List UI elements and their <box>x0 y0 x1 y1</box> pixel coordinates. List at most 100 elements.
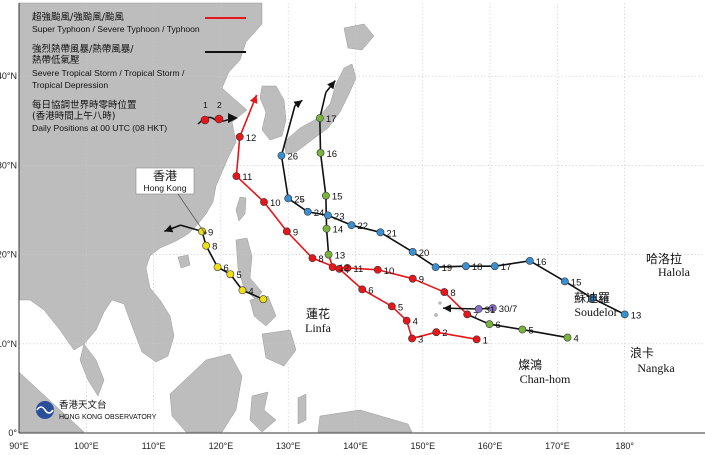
track-segment-nangka <box>489 323 523 331</box>
track-segment-halola <box>287 197 309 213</box>
track-segment-halola <box>435 265 466 268</box>
day-label-chanhom: 10 <box>270 198 281 209</box>
day-label-nangka: 17 <box>326 114 337 125</box>
day-label-halola: 14 <box>598 294 609 305</box>
daily-position-nangka <box>440 288 449 296</box>
daily-position-halola <box>277 151 286 160</box>
observatory-emblem-wave <box>36 406 54 414</box>
x-tick-label: 170°E <box>545 441 570 451</box>
track-segment-nangka <box>319 118 322 153</box>
y-tick-label: 10°N <box>0 339 17 349</box>
day-label-chanhom: 3 <box>418 334 423 345</box>
day-label-halola: 17 <box>501 262 512 273</box>
daily-position-linfa <box>226 270 235 279</box>
daily-position-halola <box>431 263 440 271</box>
y-tick-label: 40°N <box>0 71 17 81</box>
legend-weak-en-1: Severe Tropical Storm / Tropical Storm / <box>32 68 185 78</box>
day-label-nangka: 7 <box>473 310 478 321</box>
legend: 超強颱風/強颱風/颱風 Super Typhoon / Severe Typho… <box>32 11 246 133</box>
day-label-soudelor: 30/7 <box>499 304 518 315</box>
storm-name-cn-nangka: 浪卡 <box>630 345 654 360</box>
land-okinawa <box>300 198 304 202</box>
day-label-halola: 16 <box>536 257 547 268</box>
day-label-chanhom: 2 <box>442 328 447 339</box>
day-label-nangka: 9 <box>419 275 424 286</box>
track-segment-linfa <box>205 245 219 268</box>
x-tick-label: 120°E <box>209 441 234 451</box>
daily-position-halola <box>324 211 332 220</box>
day-label-halola: 22 <box>357 221 368 232</box>
track-segment-chanhom <box>235 136 241 177</box>
storm-tracks: 4568912345678910111245678910111213141516… <box>164 80 642 346</box>
daily-position-linfa <box>213 263 222 271</box>
day-label-chanhom: 6 <box>368 285 373 296</box>
daily-position-chanhom <box>472 335 481 344</box>
graticule: 90°E 100°E 110°E 120°E 130°E 140°E 150°E 160°E 1… <box>0 3 705 451</box>
day-label-halola: 20 <box>419 248 430 259</box>
track-segment-halola <box>327 214 352 226</box>
legend-typhoon-en: Super Typhoon / Severe Typhoon / Typhoon <box>32 24 200 34</box>
hong-kong-cn: 香港 <box>153 169 177 183</box>
land-luzon <box>235 237 263 301</box>
land-guam <box>434 313 438 317</box>
land-mindanao <box>261 329 297 367</box>
track-segment-halola <box>592 297 626 316</box>
daily-position-nangka <box>408 274 417 283</box>
daily-position-linfa <box>202 241 210 250</box>
legend-sample-arrow <box>228 113 238 123</box>
y-tick-label: 20°N <box>0 250 17 260</box>
daily-position-nangka <box>324 250 333 259</box>
day-label-nangka: 14 <box>333 225 344 236</box>
hong-kong-en: Hong Kong <box>143 183 186 193</box>
daily-position-nangka <box>316 149 325 157</box>
day-label-nangka: 6 <box>495 320 500 331</box>
hong-kong-label: 香港 Hong Kong <box>135 167 207 235</box>
land-new-guinea <box>317 409 413 433</box>
track-segment-nangka <box>443 291 468 315</box>
daily-position-chanhom <box>232 172 241 181</box>
track-segment-halola <box>412 251 437 268</box>
day-label-halola: 23 <box>334 211 345 222</box>
y-tick-label: 30°N <box>0 160 17 170</box>
storm-name-cn-chanhom: 燦鴻 <box>518 358 542 372</box>
day-label-nangka: 8 <box>450 288 455 299</box>
track-segment-chanhom <box>338 268 363 290</box>
day-label-linfa: 5 <box>236 270 241 281</box>
land-hokkaido <box>343 23 375 51</box>
track-arrow-halola <box>293 100 303 109</box>
daily-position-soudelor <box>474 305 483 313</box>
track-segment-nangka <box>412 277 445 293</box>
track-segment-chanhom <box>436 331 477 341</box>
day-label-halola: 13 <box>631 310 642 321</box>
daily-position-halola <box>408 248 417 256</box>
land-halmahera <box>297 393 307 425</box>
storm-name-cn-linfa: 蓮花 <box>306 306 330 321</box>
track-segment-nangka <box>319 92 327 119</box>
x-tick-label: 90°E <box>9 441 29 451</box>
daily-position-chanhom <box>308 254 317 263</box>
track-segment-nangka <box>319 152 327 196</box>
x-tick-label: 160°E <box>478 441 503 451</box>
track-arrow-soudelor <box>442 304 452 313</box>
daily-position-soudelor <box>488 304 497 313</box>
day-label-linfa: 8 <box>212 242 217 253</box>
day-label-linfa: 6 <box>224 263 229 274</box>
daily-position-chanhom <box>402 316 411 325</box>
track-arrow-chanhom <box>249 94 258 104</box>
land-taiwan <box>235 196 247 222</box>
legend-typhoon-cn: 超強颱風/強颱風/颱風 <box>32 11 124 23</box>
track-segment-nangka <box>325 228 330 255</box>
day-label-nangka: 4 <box>573 334 578 345</box>
track-segment-halola <box>280 105 296 156</box>
track-segment-chanhom <box>263 201 288 232</box>
day-label-nangka: 10 <box>384 266 395 277</box>
land-hainan <box>177 254 191 269</box>
daily-position-halola <box>560 277 569 286</box>
day-label-chanhom: 8 <box>318 254 323 265</box>
day-label-nangka: 5 <box>528 326 533 337</box>
track-arrow-nangka <box>327 80 336 90</box>
hong-kong-label-box <box>135 167 195 195</box>
daily-position-nangka <box>328 263 337 271</box>
y-tick-label: 0° <box>8 428 17 438</box>
track-segment-chanhom <box>361 288 393 308</box>
